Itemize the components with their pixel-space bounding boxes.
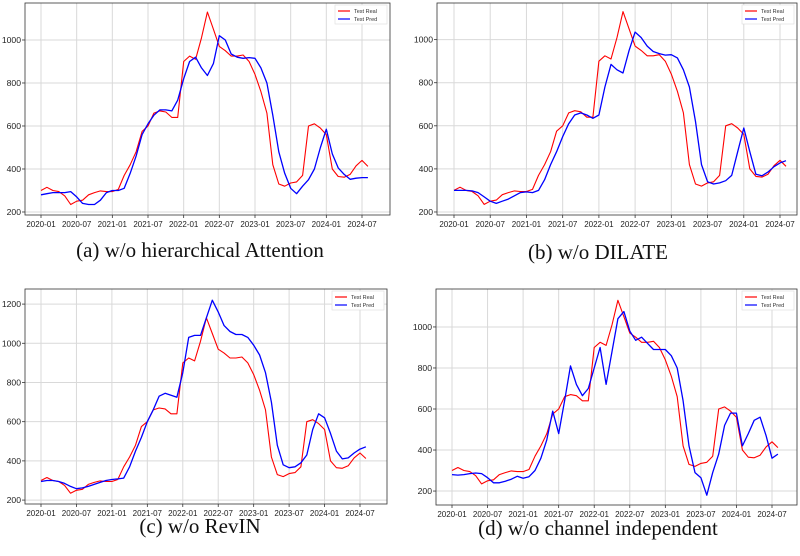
x-tick-label: 2021-01 [508,510,538,519]
y-tick-label: 1000 [2,338,21,348]
y-tick-label: 400 [7,456,22,466]
subplot-c: 2020-01 2020-07 2021-01 2021-07 2022-01 2022-… [2,288,388,518]
series-line-test-real [40,11,369,206]
legend: Test Real Test Pred [741,4,795,25]
x-tick-label: 2023-07 [693,220,723,229]
x-tick-label: 2022-07 [615,510,645,519]
series-line-test-pred [451,310,779,496]
y-tick-label: 800 [7,78,22,88]
series-line-test-real [40,317,367,494]
x-tick-label: 2021-01 [512,220,542,229]
x-tick-label: 2021-07 [544,510,574,519]
y-tick-label: 1000 [2,35,21,45]
x-tick-label: 2023-07 [276,220,306,229]
x-tick-label: 2024-01 [310,509,340,518]
x-tick-label: 2022-01 [168,509,198,518]
legend-label: Test Pred [354,17,377,23]
y-tick-label: 400 [7,164,22,174]
y-tick-label: 200 [7,495,22,505]
y-tick-label: 400 [418,445,433,455]
x-tick-label: 2021-01 [98,220,128,229]
series-line-test-pred [40,299,367,490]
legend-label: Test Pred [761,303,784,309]
x-tick-label: 2020-01 [26,509,56,518]
x-tick-label: 2020-07 [473,510,503,519]
plot-frame [24,288,388,505]
legend-label: Test Real [351,295,374,301]
caption-c: (c) w/o RevIN [139,514,261,538]
x-tick-label: 2022-01 [580,510,610,519]
legend: Test Real Test Pred [334,4,388,25]
x-tick-label: 2022-07 [620,220,650,229]
y-tick-label: 800 [7,377,22,387]
subplot-d: 2020-01 2020-07 2021-01 2021-07 2022-01 2022-… [413,288,798,519]
y-tick-label: 600 [418,404,433,414]
legend-label: Test Real [761,9,784,15]
y-tick-label: 600 [419,121,434,131]
plot-frame [436,2,798,216]
y-tick-label: 600 [7,121,22,131]
x-tick-label: 2024-07 [765,220,795,229]
y-tick-label: 200 [418,486,433,496]
x-tick-label: 2022-01 [584,220,614,229]
caption-d: (d) w/o channel independent [478,516,718,540]
legend-label: Test Pred [351,303,374,309]
x-tick-label: 2023-01 [651,510,681,519]
plot-frame [24,2,391,216]
x-tick-label: 2020-07 [476,220,506,229]
y-tick-label: 400 [419,164,434,174]
y-tick-label: 200 [419,207,434,217]
x-tick-label: 2021-07 [133,509,163,518]
x-tick-label: 2024-01 [312,220,342,229]
x-tick-label: 2024-07 [347,220,377,229]
x-tick-label: 2024-01 [729,220,759,229]
series-line-test-real [453,11,787,205]
x-tick-label: 2021-07 [133,220,163,229]
x-tick-label: 2022-07 [204,509,234,518]
x-tick-label: 2020-07 [62,509,92,518]
caption-a: (a) w/o hierarchical Attention [76,238,324,262]
x-tick-label: 2024-07 [757,510,787,519]
y-tick-label: 800 [418,363,433,373]
legend: Test Real Test Pred [331,290,385,311]
series-line-test-pred [40,35,368,206]
x-tick-label: 2020-07 [62,220,92,229]
x-tick-label: 2023-01 [240,220,270,229]
legend-label: Test Real [761,295,784,301]
legend-label: Test Real [354,9,377,15]
legend: Test Real Test Pred [741,290,795,311]
plot-frame [435,288,798,506]
y-tick-label: 1000 [414,35,433,45]
x-tick-label: 2023-07 [686,510,716,519]
x-tick-label: 2022-07 [205,220,235,229]
x-tick-label: 2024-07 [345,509,375,518]
x-tick-label: 2020-01 [437,510,467,519]
series-line-test-pred [454,31,787,205]
x-tick-label: 2020-01 [439,220,469,229]
x-tick-label: 2021-07 [548,220,578,229]
y-tick-label: 1200 [2,299,21,309]
x-tick-label: 2021-01 [97,509,127,518]
y-tick-label: 200 [7,207,22,217]
legend-label: Test Pred [761,17,784,23]
y-tick-label: 800 [419,78,434,88]
x-tick-label: 2022-01 [169,220,199,229]
x-tick-label: 2024-01 [722,510,752,519]
subplot-a: 2020-01 2020-07 2021-01 2021-07 2022-01 2022-… [2,2,391,229]
caption-b: (b) w/o DILATE [528,240,668,264]
series-line-test-real [451,299,779,485]
x-tick-label: 2023-07 [274,509,304,518]
y-tick-label: 600 [7,417,22,427]
x-tick-label: 2023-01 [657,220,687,229]
x-tick-label: 2020-01 [26,220,56,229]
x-tick-label: 2023-01 [239,509,269,518]
subplot-b: 2020-01 2020-07 2021-01 2021-07 2022-01 2022-… [414,2,798,229]
y-tick-label: 1000 [413,322,432,332]
